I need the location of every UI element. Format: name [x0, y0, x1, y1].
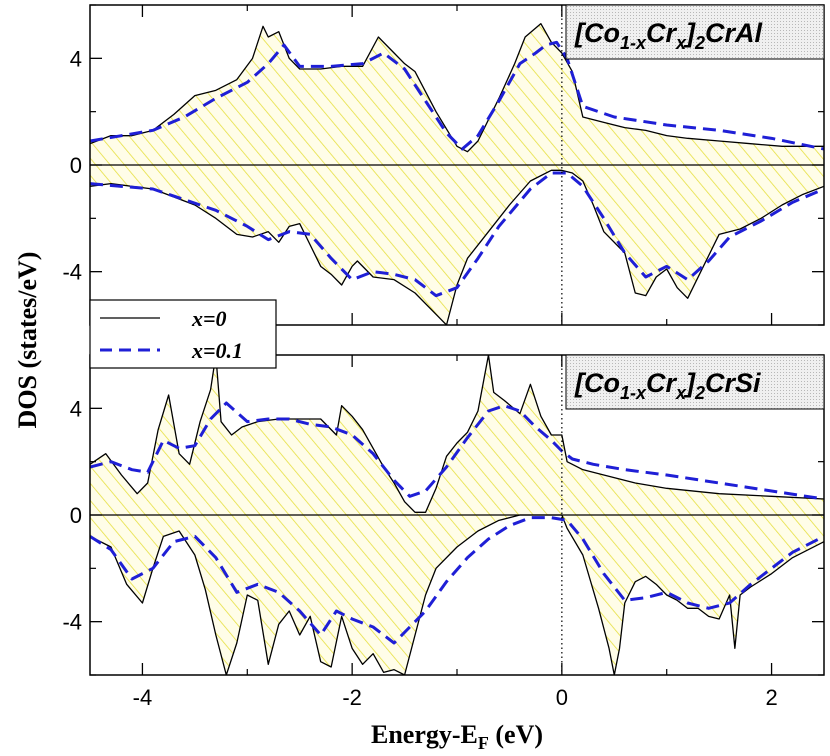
y-tick-label: 4 — [70, 46, 82, 71]
x-tick-label: 2 — [765, 685, 777, 710]
bottom-series-x01-spin-up — [90, 401, 824, 501]
x-tick-label: -2 — [342, 685, 362, 710]
top-series-x0-spin-down — [90, 169, 824, 325]
top-panel-label: [Co1-xCrx]2CrAl — [565, 4, 825, 60]
panel-bottom: -4 -2 0 2 -4 0 4 [Co1-xCrx]2CrSi — [62, 354, 825, 710]
x-tick-label: 0 — [556, 685, 568, 710]
legend-label-x01: x=0.1 — [191, 338, 243, 363]
y-tick-label: -4 — [62, 610, 82, 635]
legend: x=0 x=0.1 — [89, 299, 277, 369]
y-tick-label: 4 — [70, 396, 82, 421]
top-series-x01-spin-up — [90, 40, 824, 151]
y-tick-label: 0 — [70, 503, 82, 528]
bottom-fill-spin-up — [90, 355, 824, 515]
x-tick-label: -4 — [133, 685, 153, 710]
bottom-panel-label: [Co1-xCrx]2CrSi — [565, 354, 825, 410]
y-tick-label: 0 — [70, 153, 82, 178]
top-series-x01-spin-down — [90, 171, 824, 298]
x-axis-title: Energy-EF (eV) — [371, 720, 543, 753]
panel-top: -4 0 4 [Co1-xCrx]2CrAl — [62, 4, 825, 326]
y-tick-label: -4 — [62, 260, 82, 285]
svg-text:[Co1-xCrx]2CrAl: [Co1-xCrx]2CrAl — [574, 18, 763, 53]
bottom-fill-spin-down — [90, 515, 824, 675]
y-axis-title: DOS (states/eV) — [13, 252, 42, 429]
bottom-series-x01-spin-down — [90, 516, 824, 645]
top-series-x0-spin-up — [90, 23, 824, 153]
svg-text:[Co1-xCrx]2CrSi: [Co1-xCrx]2CrSi — [574, 368, 761, 403]
bottom-series-x0-spin-down — [90, 514, 824, 675]
legend-box — [89, 299, 277, 369]
top-fill-spin-down — [90, 165, 824, 325]
legend-label-x0: x=0 — [191, 306, 227, 331]
